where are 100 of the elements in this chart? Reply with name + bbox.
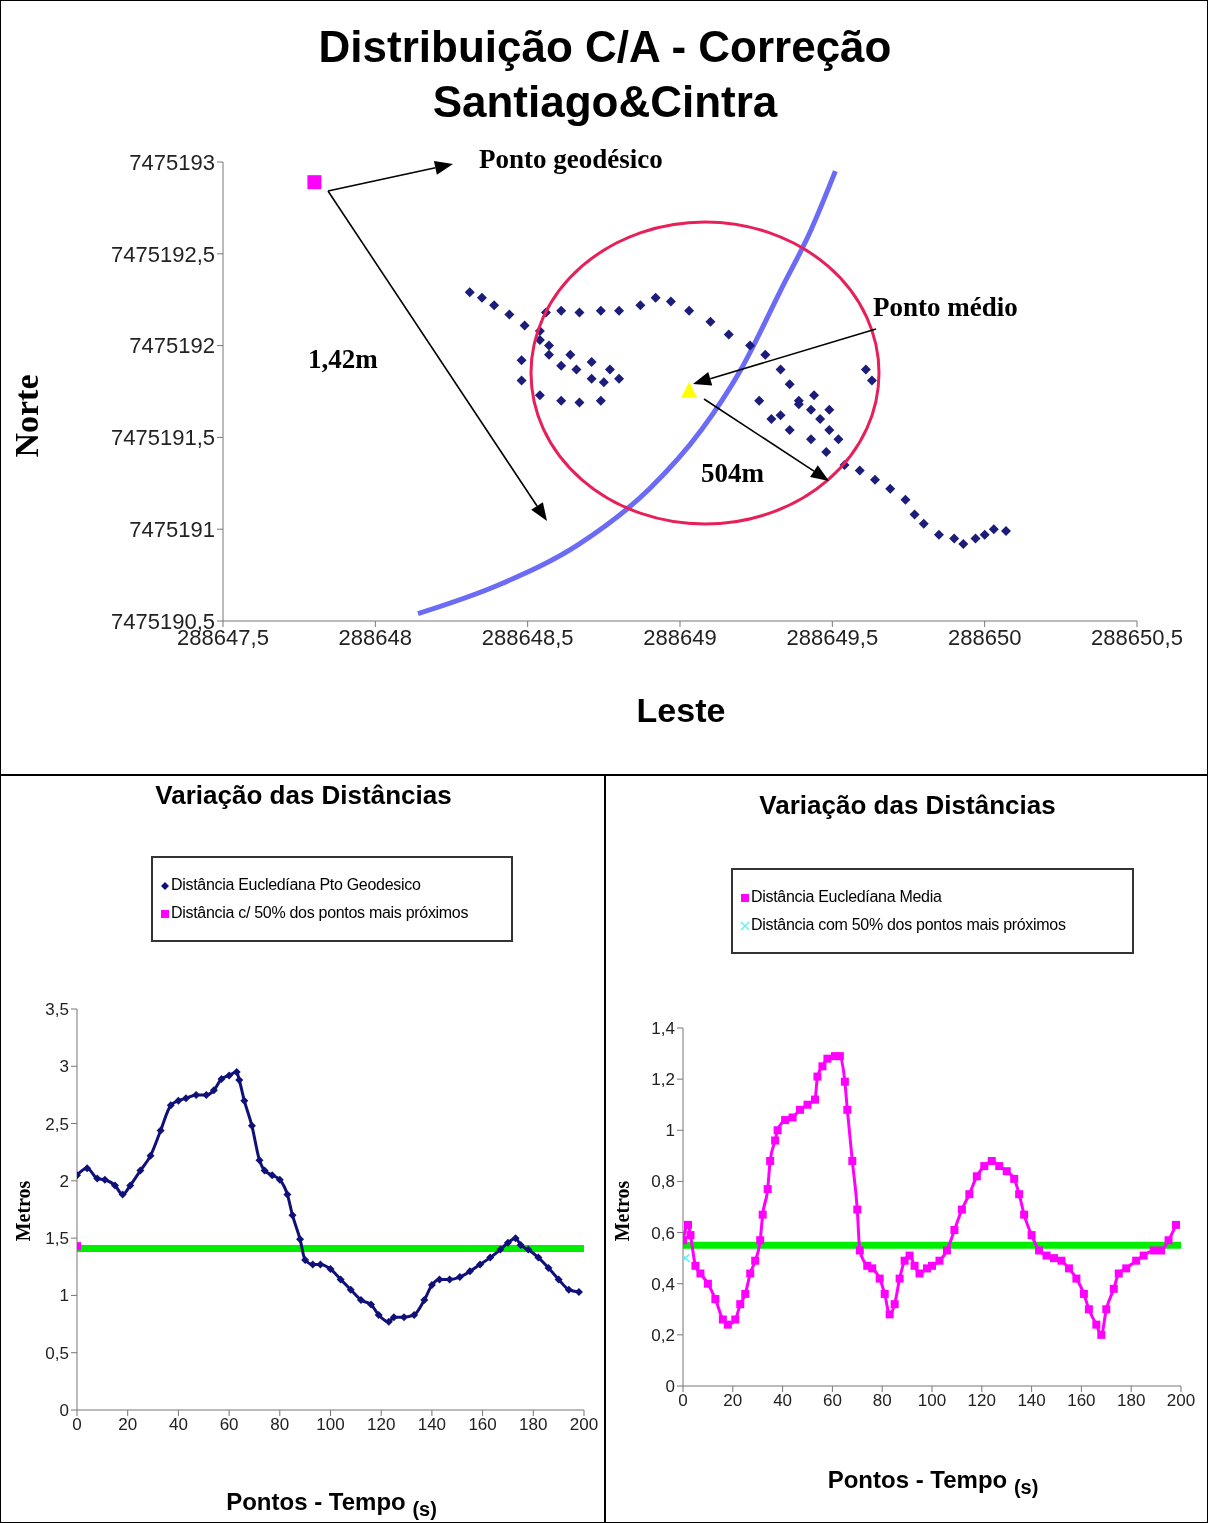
point bbox=[275, 1175, 284, 1184]
point bbox=[384, 1317, 393, 1326]
point bbox=[283, 1190, 292, 1199]
point bbox=[268, 1171, 277, 1180]
y-axis-title: Norte bbox=[8, 374, 46, 458]
x-tick-label: 288649,5 bbox=[786, 624, 879, 650]
legend-label: Distância Eucledíana Pto Geodesico bbox=[171, 876, 421, 894]
point bbox=[247, 1121, 256, 1130]
point bbox=[326, 1265, 335, 1274]
y-tick-label: 0,2 bbox=[651, 1325, 675, 1345]
x-tick-label: 40 bbox=[168, 1415, 188, 1435]
x-tick-label: 20 bbox=[723, 1391, 743, 1411]
y-tick-label: 1,2 bbox=[651, 1070, 675, 1090]
point bbox=[503, 1238, 512, 1247]
point bbox=[534, 1253, 543, 1262]
y-tick-label: 7475191,5 bbox=[111, 425, 215, 451]
point bbox=[308, 1260, 317, 1269]
y-tick-label: 1,4 bbox=[651, 1019, 675, 1039]
point bbox=[156, 1126, 165, 1135]
y-tick-label: 7475192,5 bbox=[111, 241, 215, 267]
chart-title: Variação das Distâncias bbox=[154, 780, 453, 812]
y-tick-label: 3 bbox=[59, 1057, 69, 1077]
x-tick-label: 160 bbox=[1067, 1391, 1096, 1411]
point bbox=[476, 1260, 485, 1269]
annotation: 1,42m bbox=[308, 343, 379, 376]
point bbox=[400, 1313, 409, 1322]
x-axis-title: Pontos - Tempo $_{(s)}$ bbox=[826, 1466, 1040, 1499]
x-tick-label: 60 bbox=[219, 1415, 239, 1435]
y-tick-label: 0 bbox=[665, 1377, 675, 1397]
point bbox=[554, 1275, 563, 1284]
y-tick-label: 0,6 bbox=[651, 1223, 675, 1243]
point bbox=[336, 1275, 345, 1284]
y-tick-label: 3,5 bbox=[45, 1000, 69, 1020]
x-tick-label: 60 bbox=[822, 1391, 842, 1411]
point bbox=[356, 1296, 365, 1305]
point bbox=[136, 1166, 145, 1175]
x-tick-label: 180 bbox=[1117, 1391, 1146, 1411]
y-tick-label: 0,4 bbox=[651, 1274, 675, 1294]
x-tick-label: 288650 bbox=[947, 624, 1022, 650]
point bbox=[118, 1190, 127, 1199]
point bbox=[232, 1068, 241, 1077]
x-tick-label: 288649 bbox=[643, 624, 717, 650]
annotation: Ponto geodésico bbox=[479, 143, 664, 176]
y-tick-label: 2,5 bbox=[45, 1114, 69, 1134]
point bbox=[455, 1273, 464, 1282]
x-tick-label: 120 bbox=[967, 1391, 996, 1411]
x-tick-label: 100 bbox=[917, 1391, 947, 1411]
x-tick-label: 0 bbox=[72, 1415, 82, 1435]
y-tick-label: 0,8 bbox=[651, 1172, 675, 1192]
point bbox=[260, 1166, 269, 1175]
point bbox=[427, 1281, 436, 1290]
legend-label: Distância c/ 50% dos pontos mais próximos bbox=[171, 904, 469, 922]
point bbox=[240, 1096, 249, 1105]
y-tick-label: 7475193 bbox=[129, 149, 215, 175]
x-tick-label: 180 bbox=[519, 1415, 548, 1435]
point bbox=[83, 1164, 92, 1173]
point bbox=[465, 1267, 474, 1276]
x-axis-title: Pontos - Tempo $_{(s)}$ bbox=[225, 1488, 438, 1521]
point bbox=[486, 1253, 495, 1262]
x-tick-label: 140 bbox=[417, 1415, 447, 1435]
y-tick-label: 1 bbox=[59, 1286, 69, 1306]
legend-label: Distância com 50% dos pontos mais próximos bbox=[751, 916, 1066, 934]
point bbox=[182, 1094, 191, 1103]
point bbox=[496, 1245, 505, 1254]
chart-title: Variação das Distâncias bbox=[758, 790, 1057, 822]
point bbox=[544, 1263, 553, 1272]
x-tick-label: 200 bbox=[569, 1415, 599, 1435]
y-tick-label: 7475191 bbox=[129, 517, 215, 543]
point bbox=[346, 1285, 355, 1294]
annotation: Ponto médio bbox=[873, 291, 1019, 324]
annotation: 504m bbox=[701, 457, 765, 490]
point bbox=[516, 1241, 525, 1250]
x-tick-label: 0 bbox=[678, 1391, 688, 1411]
point bbox=[389, 1313, 398, 1322]
point bbox=[564, 1285, 573, 1294]
y-tick-label: 0,5 bbox=[45, 1343, 69, 1363]
x-tick-label: 160 bbox=[468, 1415, 497, 1435]
y-tick-label: 2 bbox=[59, 1171, 69, 1191]
x-tick-label: 288648,5 bbox=[481, 624, 574, 650]
point bbox=[202, 1090, 211, 1099]
point bbox=[225, 1071, 234, 1080]
y-tick-label: 1 bbox=[665, 1121, 675, 1141]
y-tick-label: 1,5 bbox=[45, 1229, 69, 1249]
point bbox=[100, 1175, 109, 1184]
x-tick-label: 20 bbox=[118, 1415, 138, 1435]
point bbox=[166, 1101, 175, 1110]
point bbox=[288, 1211, 297, 1220]
x-tick-label: 288648 bbox=[338, 624, 413, 650]
point bbox=[524, 1245, 533, 1254]
x-tick-label: 200 bbox=[1166, 1391, 1196, 1411]
point bbox=[410, 1310, 419, 1319]
x-tick-label: 40 bbox=[773, 1391, 793, 1411]
y-axis-title: Metros bbox=[11, 1180, 35, 1242]
point bbox=[301, 1255, 310, 1264]
point bbox=[174, 1096, 183, 1105]
x-tick-label: 140 bbox=[1017, 1391, 1046, 1411]
point bbox=[367, 1300, 376, 1309]
point bbox=[374, 1310, 383, 1319]
point bbox=[420, 1296, 429, 1305]
x-tick-label: 120 bbox=[367, 1415, 396, 1435]
